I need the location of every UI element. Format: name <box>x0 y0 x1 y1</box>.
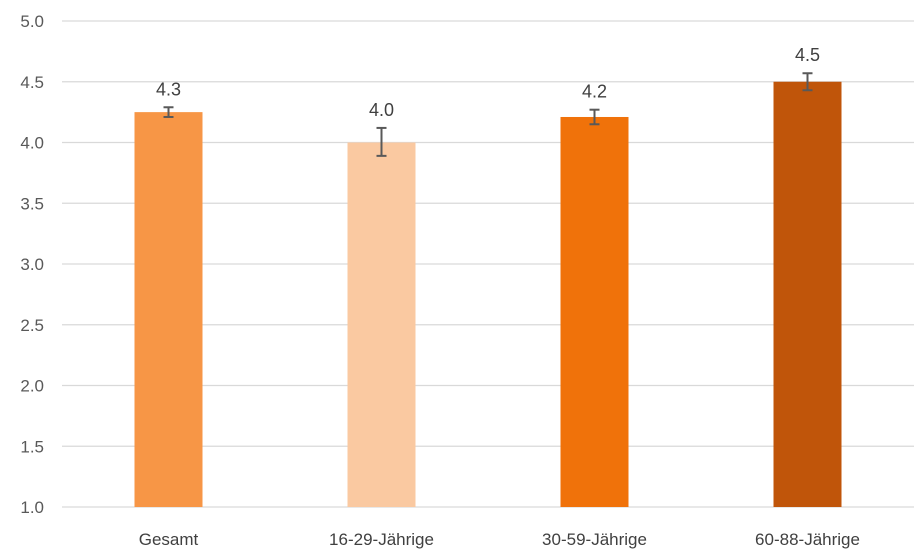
data-label: 4.2 <box>582 82 607 102</box>
x-category-label: 16-29-Jährige <box>329 530 434 549</box>
y-tick-label: 2.0 <box>20 377 44 396</box>
y-tick-label: 4.5 <box>20 73 44 92</box>
y-tick-label: 3.0 <box>20 255 44 274</box>
y-axis: 1.0 1.5 2.0 2.5 3.0 3.5 4.0 4.5 5.0 <box>20 12 44 517</box>
data-label: 4.5 <box>795 45 820 65</box>
y-tick-label: 1.5 <box>20 437 44 456</box>
bar <box>560 116 629 508</box>
y-tick-label: 1.0 <box>20 498 44 517</box>
bar <box>773 81 842 507</box>
data-label: 4.0 <box>369 100 394 120</box>
y-tick-label: 5.0 <box>20 12 44 31</box>
data-labels: 4.3 4.0 4.2 4.5 <box>156 45 820 120</box>
y-tick-label: 3.5 <box>20 194 44 213</box>
data-label: 4.3 <box>156 79 181 99</box>
x-axis: Gesamt 16-29-Jährige 30-59-Jährige 60-88-Jä… <box>139 530 860 549</box>
y-tick-label: 4.0 <box>20 134 44 153</box>
bar <box>347 142 416 507</box>
gridlines <box>62 20 914 508</box>
bar <box>134 112 203 507</box>
x-category-label: 30-59-Jährige <box>542 530 647 549</box>
x-category-label: Gesamt <box>139 530 199 549</box>
y-tick-label: 2.5 <box>20 316 44 335</box>
x-category-label: 60-88-Jährige <box>755 530 860 549</box>
bars <box>134 81 842 508</box>
error-bars <box>163 72 813 157</box>
